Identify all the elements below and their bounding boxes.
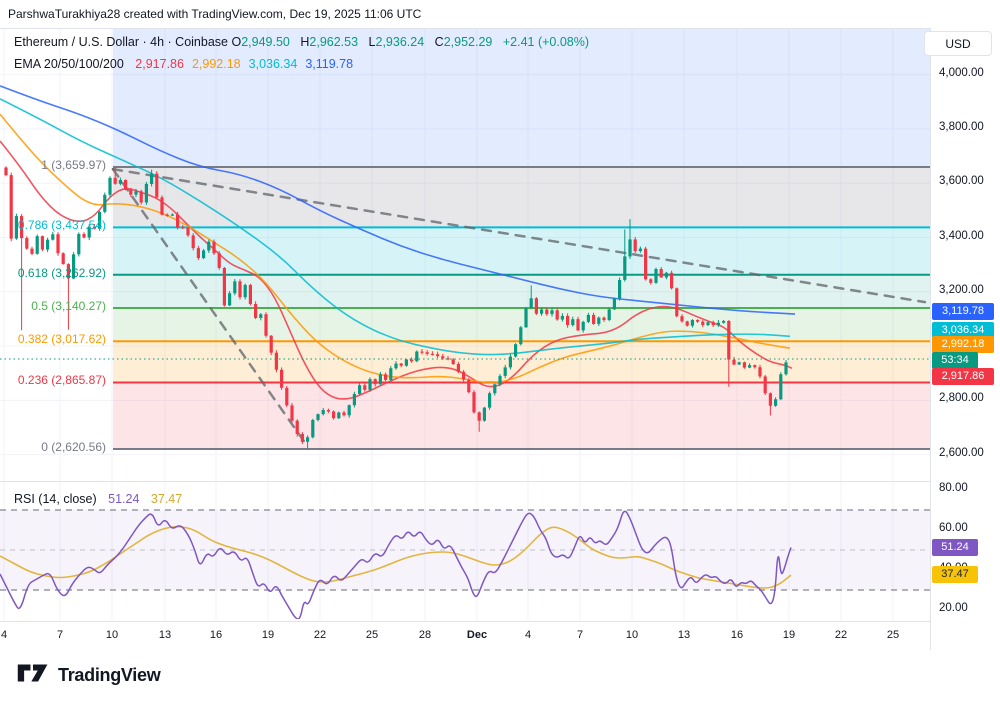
attribution-text: ParshwaTurakhiya28 created with TradingV… [8,7,422,21]
time-tick-22: 22 [313,629,327,641]
time-tick-13: 13 [158,629,172,641]
open-value: 2,949.50 [241,35,290,49]
ema-value-2: 3,036.34 [248,57,298,71]
high-value: 2,962.53 [309,35,359,49]
rsi-legend: RSI (14, close) 51.24 37.47 [14,492,182,506]
fib-level-label-0.786: 0.786 (3,437.54) [17,218,106,233]
time-tick-16: 16 [730,629,744,641]
price-badge-0: 3,119.78 [932,302,994,320]
ema-legend: EMA 20/50/100/200 2,917.86 2,992.18 3,036.… [14,56,353,73]
symbol-title: Ethereum / U.S. Dollar · 4h · Coinbase [14,35,228,49]
price-tick-3800: 3,800.00 [939,121,984,133]
low-label: L [368,35,376,49]
price-tick-4000: 4,000.00 [939,66,984,79]
time-tick-25: 25 [365,629,379,641]
price-tick-2600: 2,600.00 [939,446,984,459]
time-tick-4: 4 [524,629,532,641]
time-tick-25: 25 [886,629,900,641]
fib-level-label-0.5: 0.5 (3,140.27) [31,298,106,313]
rsi-tick-20: 20.00 [939,602,968,614]
rsi-value: 51.24 [108,492,140,506]
price-tick-3200: 3,200.00 [939,283,984,296]
ema-value-1: 2,992.18 [191,57,241,71]
time-tick-7: 7 [576,629,584,641]
fib-level-label-1: 1 (3,659.97) [41,158,106,172]
chart-area[interactable]: Ethereum / U.S. Dollar · 4h · Coinbase O… [0,28,930,652]
price-badge-4: 2,917.86 [932,367,994,385]
rsi-tick-80: 80.00 [939,482,968,494]
price-badge-1: 3,036.34 [932,321,994,339]
chart-canvas[interactable] [0,29,930,621]
price-tick-3400: 3,400.00 [939,229,984,242]
ema-value-3: 3,119.78 [305,57,354,71]
time-tick-28: 28 [418,629,432,641]
open-label: O [231,35,242,49]
rsi-label: RSI (14, close) [14,492,97,506]
change-value: +2.41 (+0.08%) [502,35,590,49]
tradingview-logo-text: TradingView [58,665,161,685]
time-tick-4: 4 [0,629,8,641]
fib-level-label-0.618: 0.618 (3,262.92) [17,265,106,280]
time-tick-19: 19 [782,629,796,641]
time-tick-Dec: Dec [466,629,488,641]
time-tick-16: 16 [209,629,223,641]
time-tick-7: 7 [56,629,64,641]
low-value: 2,936.24 [375,35,425,49]
time-tick-22: 22 [834,629,848,641]
footer: TradingView [0,650,1000,701]
price-tick-2800: 2,800.00 [939,392,984,405]
price-tick-3600: 3,600.00 [939,175,984,188]
ema-values: 2,917.86 2,992.18 3,036.34 3,119.78 [127,57,353,71]
close-value: 2,952.29 [443,35,493,49]
high-label: H [300,35,310,49]
rsi-tick-60: 60.00 [939,522,968,534]
price-badge-2: 2,992.18 [932,335,994,353]
tradingview-logo[interactable]: TradingView [16,662,161,689]
time-tick-10: 10 [625,629,639,641]
currency-toggle-button[interactable]: USD [924,31,992,56]
rsi-ma-value: 37.47 [150,492,183,506]
price-badge-3: 53:34 [932,351,978,369]
close-label: C [434,35,444,49]
price-axis[interactable]: 4,000.00 3,800.00 3,600.00 3,400.00 3,200.00… [930,28,1000,650]
ema-label: EMA 20/50/100/200 [14,57,124,71]
fib-level-label-0: 0 (2,620.56) [41,440,106,454]
time-tick-19: 19 [261,629,275,641]
tradingview-logo-icon [16,662,50,689]
rsi-badge-1: 37.47 [932,565,978,583]
fib-level-label-0.382: 0.382 (3,017.62) [17,332,106,347]
fib-level-label-0.236: 0.236 (2,865.87) [17,373,106,388]
rsi-badge-0: 51.24 [932,538,978,556]
time-axis[interactable]: 4 7 10 13 16 19 22 25 28 Dec 4 7 10 13 16 19 22 25 [0,621,930,652]
symbol-legend: Ethereum / U.S. Dollar · 4h · Coinbase O… [14,34,596,51]
ema-value-0: 2,917.86 [135,57,184,71]
time-tick-10: 10 [105,629,119,641]
time-tick-13: 13 [677,629,691,641]
